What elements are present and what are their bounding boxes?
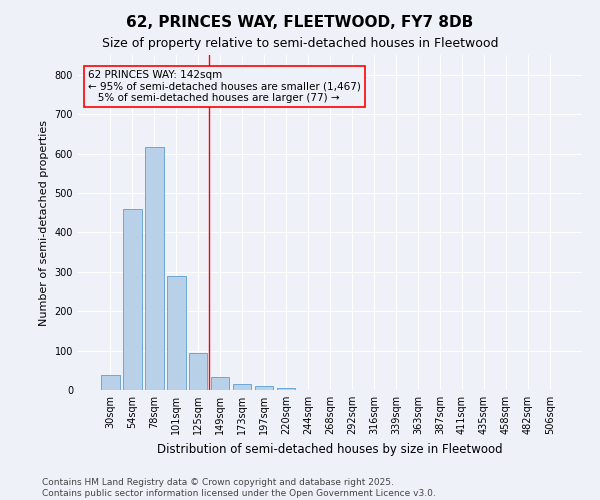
Bar — [123, 208, 142, 390]
Y-axis label: Number of semi-detached properties: Number of semi-detached properties — [39, 120, 49, 326]
Bar — [145, 147, 164, 390]
Text: 62 PRINCES WAY: 142sqm
← 95% of semi-detached houses are smaller (1,467)
   5% o: 62 PRINCES WAY: 142sqm ← 95% of semi-det… — [88, 70, 361, 103]
X-axis label: Distribution of semi-detached houses by size in Fleetwood: Distribution of semi-detached houses by … — [157, 442, 503, 456]
Text: 62, PRINCES WAY, FLEETWOOD, FY7 8DB: 62, PRINCES WAY, FLEETWOOD, FY7 8DB — [127, 15, 473, 30]
Bar — [167, 276, 185, 390]
Text: Size of property relative to semi-detached houses in Fleetwood: Size of property relative to semi-detach… — [102, 38, 498, 51]
Bar — [189, 354, 208, 390]
Bar — [233, 384, 251, 390]
Text: Contains HM Land Registry data © Crown copyright and database right 2025.
Contai: Contains HM Land Registry data © Crown c… — [42, 478, 436, 498]
Bar — [211, 377, 229, 390]
Bar — [101, 375, 119, 390]
Bar — [277, 388, 295, 390]
Bar — [255, 386, 274, 390]
